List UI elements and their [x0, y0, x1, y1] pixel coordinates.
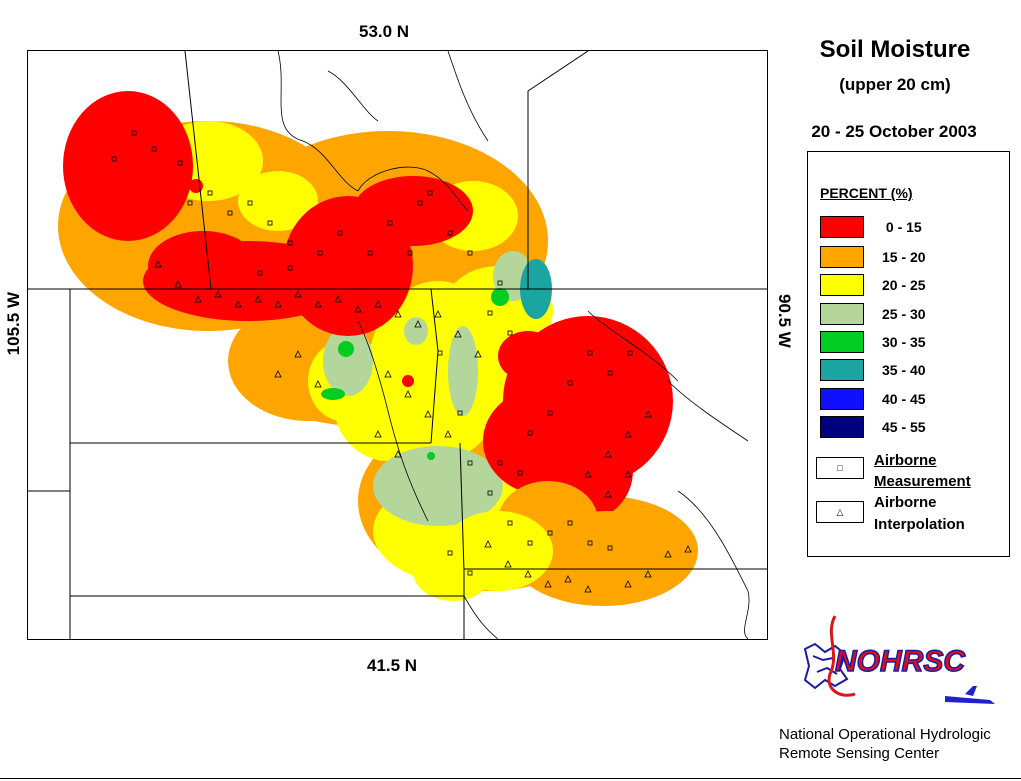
- moisture-zone-25-30: [323, 251, 533, 526]
- org-name-line2: Remote Sensing Center: [779, 745, 940, 762]
- bottom-rule: [0, 778, 1021, 779]
- legend-row: 20 - 25: [820, 274, 1005, 296]
- interpolation-label-line2: Interpolation: [874, 516, 965, 533]
- legend-row: 0 - 15: [820, 216, 1005, 238]
- legend-row: 40 - 45: [820, 388, 1005, 410]
- legend-label: 20 - 25: [882, 277, 926, 293]
- south-latitude-label: 41.5 N: [367, 656, 418, 675]
- legend-label: 35 - 40: [882, 362, 926, 378]
- legend-label: 30 - 35: [882, 334, 926, 350]
- legend-row: 35 - 40: [820, 359, 1005, 381]
- logo-text: NOHRSC: [835, 645, 966, 678]
- flourish-icon: [827, 615, 856, 697]
- map-title: Soil Moisture: [819, 36, 971, 63]
- interpolation-symbol-box: △: [816, 501, 864, 523]
- legend-row: 30 - 35: [820, 331, 1005, 353]
- legend-row: 15 - 20: [820, 246, 1005, 268]
- east-longitude-label: 90.5 W: [775, 294, 794, 348]
- legend-swatch: [820, 274, 864, 296]
- legend-swatch: [820, 359, 864, 381]
- interpolation-label-line1: Airborne: [874, 494, 937, 511]
- legend-label: 15 - 20: [882, 249, 926, 265]
- moisture-zone-30-35: [321, 288, 509, 460]
- soil-moisture-map[interactable]: [27, 50, 768, 640]
- legend-row: 25 - 30: [820, 303, 1005, 325]
- airborne-measurement-points: [111, 130, 633, 576]
- measurement-symbol-box: □: [816, 457, 864, 479]
- map-svg: [28, 51, 767, 639]
- legend-swatch: [820, 246, 864, 268]
- legend-swatch: [820, 331, 864, 353]
- legend-swatch: [820, 216, 864, 238]
- river-lines: [277, 51, 750, 639]
- nohrsc-logo: NOHRSC: [795, 614, 1005, 709]
- date-range: 20 - 25 October 2003: [811, 122, 977, 141]
- legend-label: 0 - 15: [882, 219, 922, 235]
- legend: PERCENT (%) 0 - 15 15 - 20 20 - 25 25 - …: [807, 151, 1010, 557]
- measurement-label-line1: Airborne: [874, 452, 937, 469]
- legend-swatch: [820, 416, 864, 438]
- legend-swatch: [820, 303, 864, 325]
- org-name-line1: National Operational Hydrologic: [779, 726, 991, 743]
- legend-swatch: [820, 388, 864, 410]
- logo-svg: NOHRSC: [803, 615, 995, 704]
- airborne-interpolation-points: [154, 260, 692, 593]
- legend-label: 40 - 45: [882, 391, 926, 407]
- legend-heading: PERCENT (%): [820, 185, 913, 201]
- boundary-lines: [28, 51, 767, 639]
- legend-row: 45 - 55: [820, 416, 1005, 438]
- north-latitude-label: 53.0 N: [359, 22, 410, 41]
- measurement-label-line2: Measurement: [874, 473, 971, 490]
- west-longitude-label: 105.5 W: [4, 292, 23, 356]
- legend-label: 45 - 55: [882, 419, 926, 435]
- square-symbol-icon: □: [837, 463, 843, 473]
- legend-label: 25 - 30: [882, 306, 926, 322]
- airplane-icon: [945, 686, 995, 704]
- triangle-symbol-icon: △: [836, 507, 844, 517]
- snowflake-icon: [803, 642, 849, 690]
- map-subtitle: (upper 20 cm): [839, 75, 951, 94]
